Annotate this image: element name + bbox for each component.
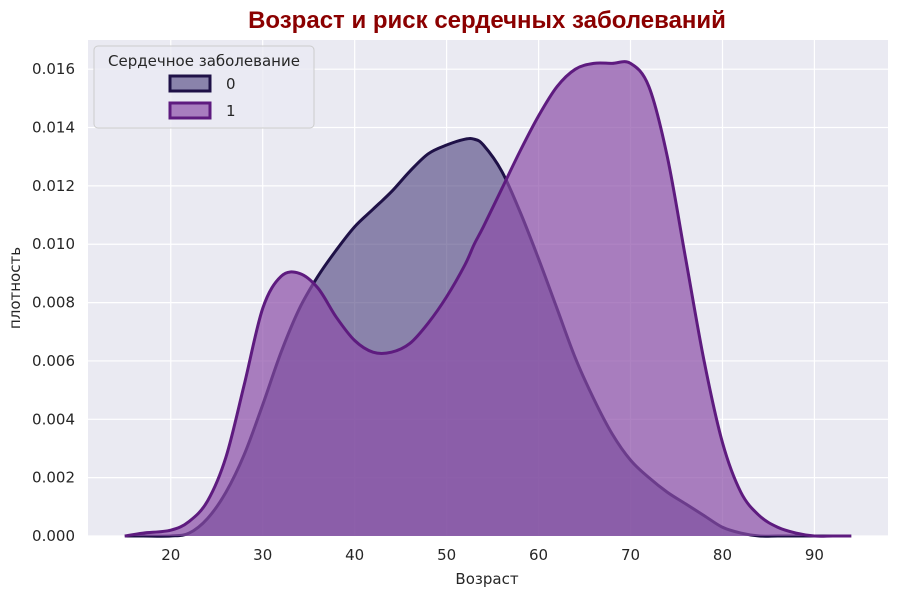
legend-swatch-1 (168, 101, 212, 120)
legend: Сердечное заболевание 0 1 (93, 45, 315, 129)
y-tick-label-4: 0.008 (32, 294, 75, 312)
y-tick-label-5: 0.010 (32, 235, 75, 253)
x-tick-label-2: 40 (345, 546, 364, 564)
y-tick-label-6: 0.012 (32, 177, 75, 195)
chart-title: Возраст и риск сердечных заболеваний (248, 7, 726, 34)
y-tick-label-8: 0.016 (32, 60, 75, 78)
legend-title: Сердечное заболевание (108, 52, 300, 70)
y-tick-label-1: 0.002 (32, 469, 75, 487)
x-tick-label-5: 70 (621, 546, 640, 564)
legend-swatch-0 (168, 74, 212, 93)
y-tick-label-2: 0.004 (32, 410, 75, 428)
density-line-series-1 (124, 60, 852, 538)
x-tick-label-0: 20 (161, 546, 180, 564)
x-tick-label-1: 30 (253, 546, 272, 564)
y-axis-ticks: 0.000 0.002 0.004 0.006 0.008 0.010 0.012 0.014… (32, 60, 75, 545)
x-tick-label-3: 50 (437, 546, 456, 564)
x-axis-label: Возраст (455, 570, 518, 588)
x-tick-label-6: 80 (713, 546, 732, 564)
x-axis-ticks: 20 30 40 50 60 70 80 90 (161, 546, 824, 564)
density-areas (124, 60, 852, 538)
y-tick-label-3: 0.006 (32, 352, 75, 370)
legend-label-0: 0 (226, 75, 236, 93)
x-tick-label-7: 90 (805, 546, 824, 564)
y-tick-label-7: 0.014 (32, 119, 75, 137)
y-axis-label: плотность (6, 247, 24, 329)
x-tick-label-4: 60 (529, 546, 548, 564)
legend-label-1: 1 (226, 102, 236, 120)
area-fill-series-1 (124, 61, 852, 537)
y-tick-label-0: 0.000 (32, 527, 75, 545)
